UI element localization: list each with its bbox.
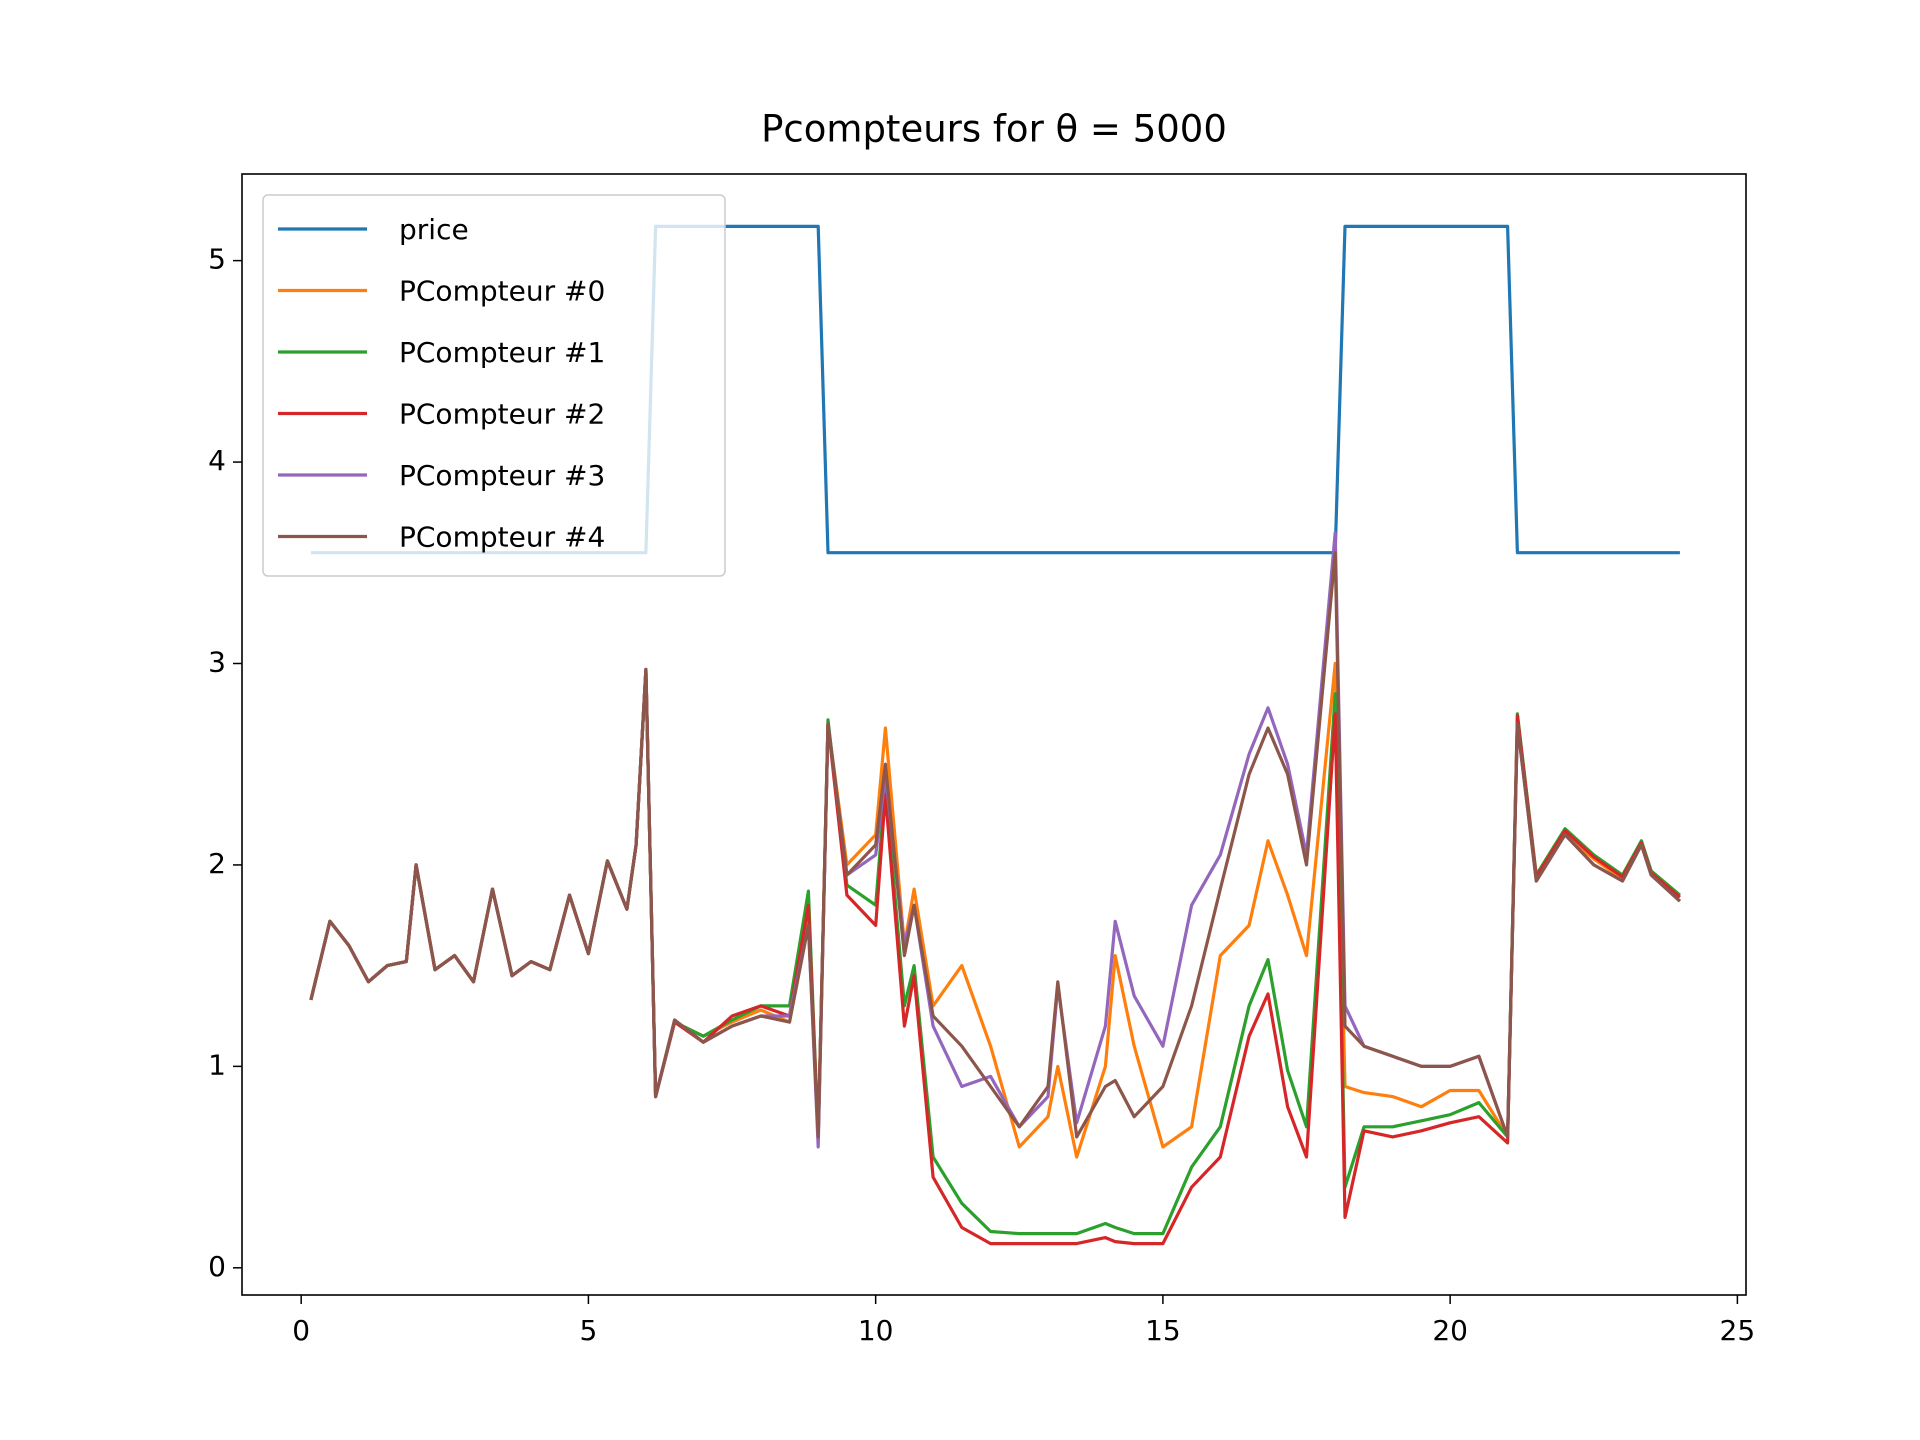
x-tick-label: 20 [1432,1314,1468,1347]
y-tick-label: 0 [208,1250,226,1283]
legend-box [262,194,726,577]
x-tick-label: 5 [580,1314,598,1347]
legend-label: PCompteur #4 [399,521,605,554]
y-tick-label: 2 [208,847,226,880]
y-tick-label: 3 [208,645,226,678]
series-line [309,551,1681,1139]
legend-label: PCompteur #3 [399,459,605,492]
axes-frame [241,173,1747,1296]
legend-label: price [399,213,469,246]
x-tick-label: 15 [1145,1314,1181,1347]
y-tick-label: 5 [208,243,226,276]
x-tick-label: 0 [292,1314,310,1347]
legend-label: PCompteur #1 [399,336,605,369]
legend-label: PCompteur #0 [399,275,605,308]
y-tick-label: 4 [208,444,226,477]
y-tick-label: 1 [208,1048,226,1081]
chart-title: Pcompteurs for θ = 5000 [761,108,1227,151]
legend-label: PCompteur #2 [399,398,605,431]
x-tick-label: 25 [1720,1314,1756,1347]
x-tick-label: 10 [858,1314,894,1347]
